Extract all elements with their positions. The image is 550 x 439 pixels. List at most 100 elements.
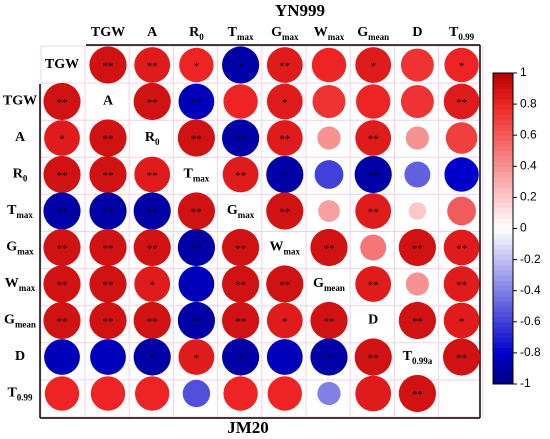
- corr-circle: [408, 202, 427, 220]
- colorbar-segment: [493, 155, 513, 162]
- corr-circle: [43, 192, 81, 230]
- corr-circle: [222, 119, 260, 157]
- significance: **: [191, 134, 202, 146]
- corr-circle: [310, 301, 348, 340]
- corr-circle: [222, 301, 260, 340]
- colorbar-segment: [493, 316, 513, 323]
- column-header-text: G: [357, 25, 368, 40]
- corr-circle: [317, 381, 341, 406]
- column-header: Wmax: [314, 25, 345, 42]
- corr-circle: [133, 338, 171, 376]
- row-header-text: TGW: [3, 94, 37, 109]
- colorbar-segment: [493, 228, 513, 235]
- row-header-sub: 0: [23, 174, 28, 184]
- corr-circle: [310, 228, 348, 267]
- row-header-sub: 0.99: [17, 393, 33, 403]
- significance: **: [324, 316, 335, 328]
- corr-circle: [354, 338, 392, 376]
- corr-circle: [177, 228, 215, 267]
- significance: *: [238, 353, 244, 365]
- corr-circle: [44, 339, 80, 375]
- colorbar-segment: [493, 223, 513, 229]
- significance: *: [282, 316, 288, 328]
- significance: **: [191, 316, 202, 328]
- significance: **: [103, 134, 114, 146]
- corr-circle: [89, 192, 127, 230]
- corr-circle: [266, 192, 304, 230]
- corr-circle: [135, 376, 170, 411]
- corr-circle: [266, 47, 303, 83]
- column-header-text: D: [412, 25, 422, 40]
- column-header: Gmean: [357, 25, 389, 42]
- corr-circle: [447, 196, 476, 226]
- corr-circle: [266, 302, 303, 339]
- colorbar-tick-label: -0.6: [520, 314, 541, 328]
- row-header-sub: max: [17, 247, 34, 257]
- colorbar-segment: [493, 306, 513, 312]
- corr-circle: [355, 120, 392, 156]
- colorbar-segment: [493, 150, 513, 157]
- column-header-sub: max: [237, 32, 254, 42]
- corr-circle: [222, 265, 260, 303]
- significance: *: [149, 280, 155, 292]
- colorbar-tick-label: 1: [520, 65, 527, 79]
- colorbar-segment: [493, 135, 513, 141]
- corr-circle: [443, 266, 480, 302]
- row-header-sub: max: [19, 283, 36, 293]
- colorbar-segment: [493, 295, 513, 302]
- significance: **: [103, 170, 114, 182]
- colorbar-segment: [493, 373, 513, 380]
- colorbar-segment: [493, 207, 513, 214]
- diagonal-label: A: [103, 94, 114, 109]
- corr-circle: [312, 85, 346, 118]
- corr-circle: [443, 302, 480, 339]
- column-header: TGW: [91, 25, 125, 40]
- corr-circle: [182, 379, 211, 408]
- colorbar-segment: [493, 342, 513, 349]
- significance: **: [147, 170, 158, 182]
- colorbar-segment: [493, 363, 513, 369]
- colorbar-segment: [493, 249, 513, 255]
- colorbar-segment: [493, 145, 513, 152]
- colorbar-segment: [493, 290, 513, 297]
- significance: *: [149, 353, 155, 365]
- corr-circle: [405, 272, 429, 296]
- corr-circle: [44, 376, 80, 411]
- corr-circle: [177, 301, 215, 340]
- corr-circle: [311, 47, 347, 83]
- diagonal-label-sub: 0.99a: [412, 356, 433, 366]
- corr-circle: [177, 192, 215, 230]
- significance: *: [238, 61, 244, 73]
- significance: *: [282, 170, 288, 182]
- column-header: A: [147, 25, 158, 40]
- diagonal-label-text: G: [313, 276, 324, 291]
- corr-circle: [89, 265, 127, 303]
- significance: **: [147, 61, 158, 73]
- significance: **: [103, 280, 114, 292]
- corr-circle: [44, 120, 80, 156]
- corr-circle: [355, 375, 392, 412]
- diagonal-label: Tmax: [183, 167, 209, 184]
- colorbar-tick-label: 0.8: [520, 96, 537, 110]
- significance: *: [370, 61, 376, 73]
- corr-circle: [354, 155, 392, 194]
- column-header: Tmax: [228, 25, 254, 42]
- colorbar-segment: [493, 109, 513, 115]
- column-header-text: T: [228, 25, 238, 40]
- row-header-text: G: [4, 313, 15, 328]
- colorbar-segment: [493, 83, 513, 90]
- diagonal-label-sub: mean: [324, 283, 345, 293]
- colorbar-segment: [493, 347, 513, 354]
- diagonal-label-text: A: [103, 94, 114, 109]
- corr-circle: [222, 156, 259, 193]
- corr-circle: [310, 338, 348, 376]
- colorbar-segment: [493, 93, 513, 100]
- significance: **: [412, 389, 423, 401]
- significance: **: [103, 207, 114, 219]
- diagonal-label-sub: max: [284, 247, 301, 257]
- colorbar-segment: [493, 181, 513, 188]
- significance: **: [235, 170, 246, 182]
- diagonal-label-text: TGW: [45, 57, 79, 72]
